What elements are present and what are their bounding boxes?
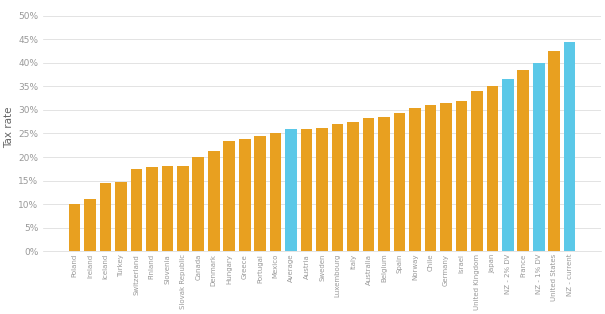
Bar <box>363 118 374 251</box>
Bar <box>146 167 158 251</box>
Bar <box>409 108 420 251</box>
Bar <box>394 113 405 251</box>
Bar <box>517 70 529 251</box>
Bar <box>301 129 312 251</box>
Bar <box>440 103 452 251</box>
Bar <box>316 128 328 251</box>
Bar <box>471 91 483 251</box>
Bar <box>502 79 514 251</box>
Bar <box>425 105 436 251</box>
Bar <box>208 151 220 251</box>
Bar <box>286 129 297 251</box>
Bar <box>131 169 142 251</box>
Bar <box>162 166 173 251</box>
Bar <box>84 199 96 251</box>
Bar <box>192 157 204 251</box>
Bar <box>177 166 189 251</box>
Bar <box>347 122 359 251</box>
Bar <box>548 51 560 251</box>
Bar <box>378 117 390 251</box>
Bar <box>533 63 544 251</box>
Bar <box>332 124 344 251</box>
Bar <box>486 86 498 251</box>
Bar <box>456 100 467 251</box>
Bar <box>254 136 266 251</box>
Bar <box>68 204 80 251</box>
Bar <box>100 183 111 251</box>
Y-axis label: Tax rate: Tax rate <box>4 107 14 148</box>
Bar <box>270 133 281 251</box>
Bar <box>223 142 235 251</box>
Bar <box>239 139 250 251</box>
Bar <box>564 42 575 251</box>
Bar <box>115 182 126 251</box>
